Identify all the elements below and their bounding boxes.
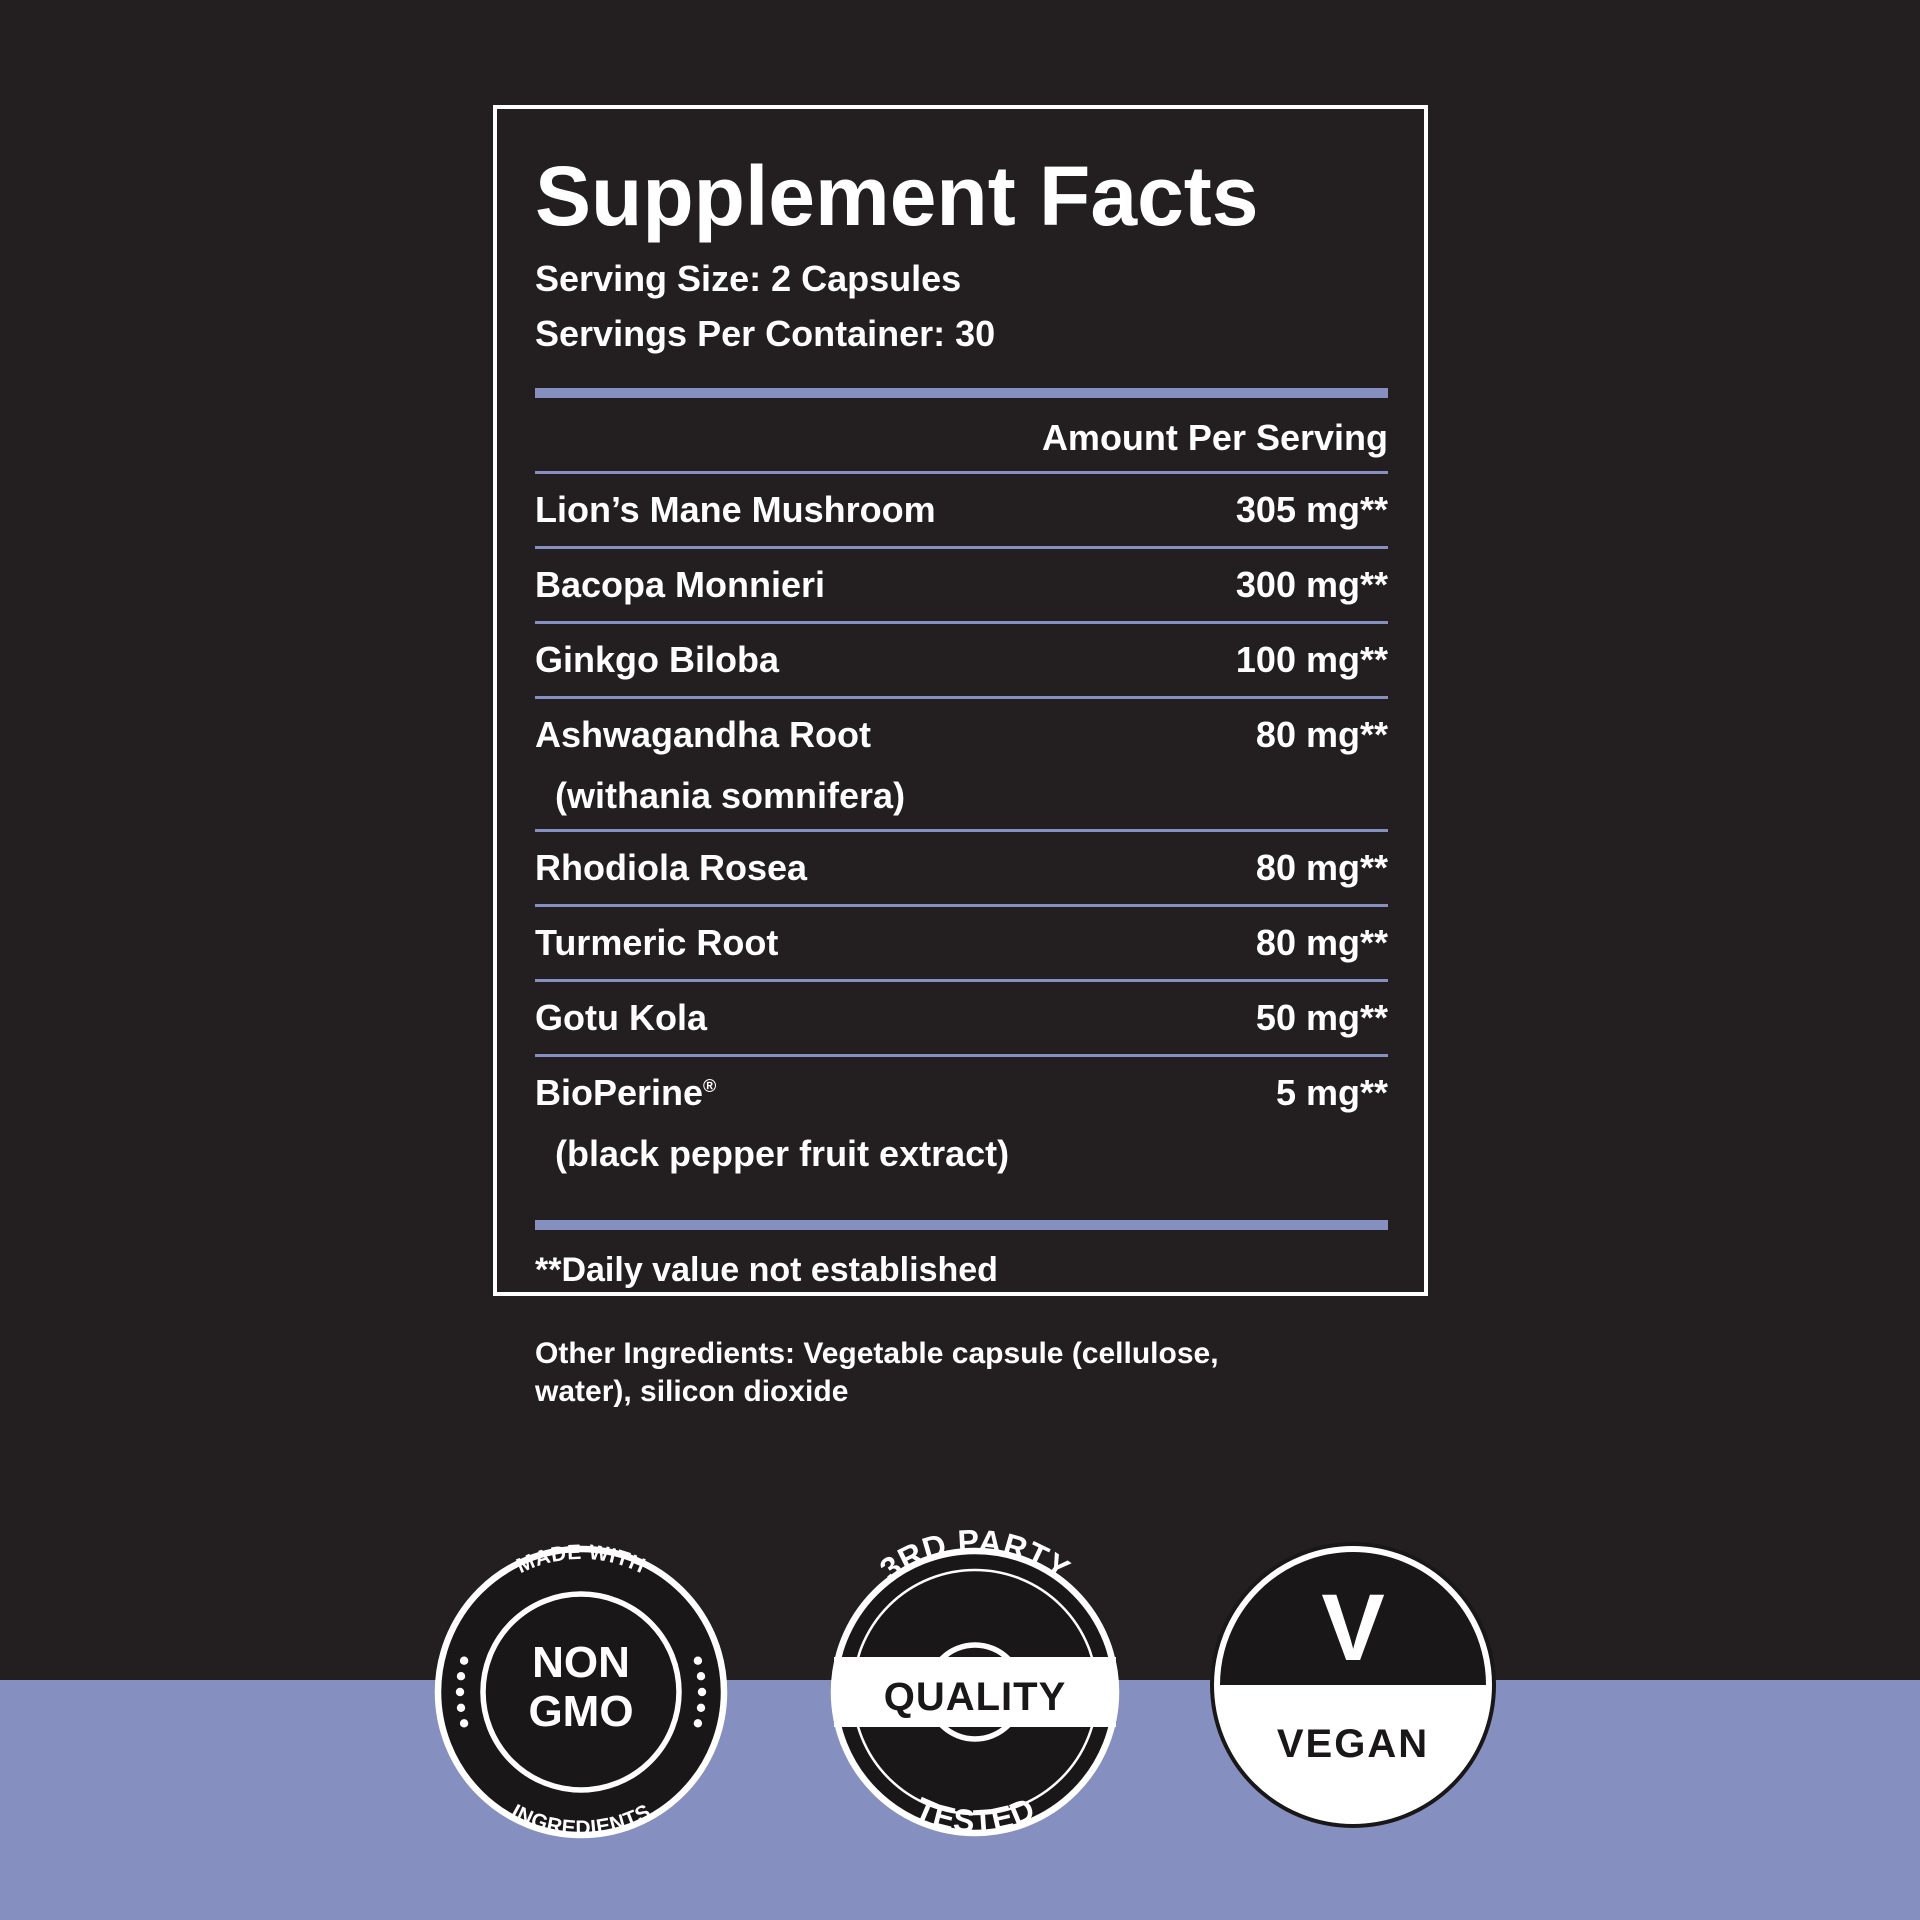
- svg-text:QUALITY: QUALITY: [884, 1675, 1067, 1719]
- svg-text:NON: NON: [532, 1638, 630, 1687]
- svg-text:V: V: [1321, 1575, 1384, 1681]
- svg-text:GMO: GMO: [528, 1687, 633, 1736]
- svg-text:VEGAN: VEGAN: [1277, 1722, 1429, 1766]
